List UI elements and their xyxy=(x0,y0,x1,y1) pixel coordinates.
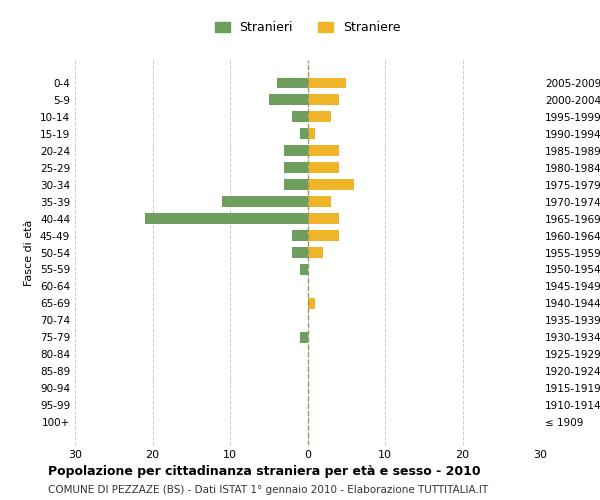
Bar xyxy=(308,180,354,190)
Bar xyxy=(308,112,331,122)
Bar xyxy=(308,128,315,138)
Bar xyxy=(308,230,338,240)
Bar xyxy=(300,264,308,274)
Bar xyxy=(292,112,308,122)
Bar xyxy=(308,196,331,206)
Bar xyxy=(277,78,308,88)
Text: COMUNE DI PEZZAZE (BS) - Dati ISTAT 1° gennaio 2010 - Elaborazione TUTTITALIA.IT: COMUNE DI PEZZAZE (BS) - Dati ISTAT 1° g… xyxy=(48,485,488,495)
Bar xyxy=(222,196,308,206)
Bar xyxy=(284,146,308,156)
Bar xyxy=(292,248,308,258)
Bar xyxy=(284,180,308,190)
Bar xyxy=(300,332,308,342)
Bar xyxy=(308,298,315,308)
Bar xyxy=(145,214,308,224)
Legend: Stranieri, Straniere: Stranieri, Straniere xyxy=(209,16,406,39)
Bar xyxy=(300,128,308,138)
Bar xyxy=(308,214,338,224)
Bar xyxy=(308,94,338,104)
Bar xyxy=(292,230,308,240)
Bar xyxy=(308,162,338,172)
Bar xyxy=(308,78,346,88)
Bar xyxy=(269,94,308,104)
Bar xyxy=(308,248,323,258)
Y-axis label: Fasce di età: Fasce di età xyxy=(25,220,34,286)
Bar xyxy=(284,162,308,172)
Bar xyxy=(308,146,338,156)
Text: Popolazione per cittadinanza straniera per età e sesso - 2010: Popolazione per cittadinanza straniera p… xyxy=(48,465,481,478)
